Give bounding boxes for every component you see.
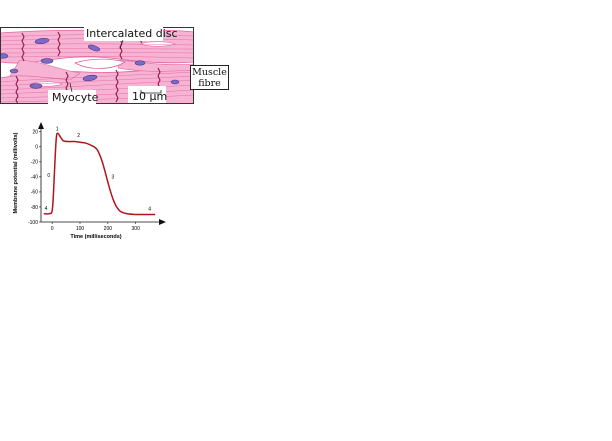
phase-label: 2 [77,133,80,139]
muscle-fibre-box: Muscle fibre [190,65,229,90]
nuclei [0,37,180,89]
phase-label: 4 [148,207,151,213]
muscle-fibre-label-line1: Muscle [192,67,227,78]
myocyte-leader [69,82,73,93]
phase-label: 0 [47,173,50,179]
nucleus [0,53,9,59]
y-axis-title: Membrane potential (millivolts) [13,132,19,213]
x-tick-label: 100 [76,226,85,232]
nucleus [170,79,180,85]
muscle-fibre-band [9,59,81,81]
y-tick-label: 0 [35,145,38,151]
nucleus [134,60,146,66]
y-tick-label: -100 [28,220,38,226]
x-tick-label: 300 [132,226,141,232]
y-tick-label: -20 [31,160,38,166]
muscle-fibre-label-line2: fibre [198,78,221,89]
y-tick-label: -60 [31,190,38,196]
y-ticks: 20 0 -20 -40 -60 -80 -100 [28,130,41,226]
intercalated-disc-leader [119,39,124,50]
intercalated-disc-label: Intercalated disc [86,27,178,40]
myocyte-label: Myocyte [52,91,99,104]
y-tick-label: -80 [31,205,38,211]
x-axis-title: Time (milliseconds) [70,234,121,240]
x-axis-arrow [159,219,166,225]
nucleus [88,44,100,52]
interstitial-gap [73,58,127,69]
scale-bar-label: 10 µm [132,90,168,103]
axes [38,122,166,225]
nucleus [29,83,43,89]
nucleus [82,74,98,82]
cardiac-muscle-diagram [0,27,212,104]
phase-label: 1 [56,126,59,132]
y-axis-arrow [38,122,44,129]
action-potential-line [43,132,156,216]
x-tick-label: 0 [51,226,54,232]
x-ticks: 0 100 200 300 [51,222,140,232]
interstitial-gap [138,41,177,47]
nucleus [40,58,54,64]
phase-label: 3 [111,174,114,180]
nucleus [34,37,50,45]
nucleus [9,68,19,74]
scale-bar [140,90,162,94]
phase-label: 4 [45,206,48,212]
x-tick-label: 200 [104,226,113,232]
y-tick-label: 20 [32,130,38,136]
y-tick-label: -40 [31,175,38,181]
phase-labels: 0 1 2 3 4 4 [45,126,152,212]
